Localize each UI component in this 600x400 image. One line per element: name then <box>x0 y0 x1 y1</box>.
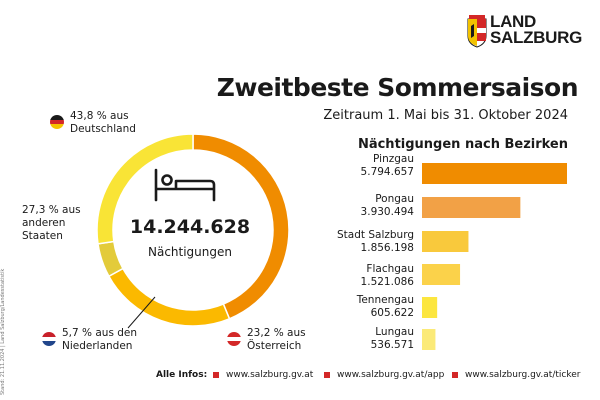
district-value: 3.930.494 <box>360 205 414 218</box>
bar-chart <box>422 163 567 350</box>
land-salzburg-logo: LAND SALZBURG <box>466 13 582 48</box>
legend-oesterreich-line1: 23,2 % aus <box>247 327 306 339</box>
bar-pinzgau <box>422 163 567 184</box>
footer-link-app[interactable]: www.salzburg.gv.at/app <box>324 370 444 380</box>
page-title: Zweitbeste Sommersaison <box>216 73 579 102</box>
district-value: 1.521.086 <box>360 275 414 288</box>
legend-niederlande-line1: 5,7 % aus den <box>62 327 138 339</box>
page-subtitle: Zeitraum 1. Mai bis 31. Oktober 2024 <box>323 108 568 123</box>
legend-niederlande-line2: Niederlanden <box>62 340 133 352</box>
legend-andere-staaten: 27,3 % aus anderen Staaten <box>22 204 81 243</box>
bullet-square-icon <box>324 372 330 378</box>
district-name: Pongau <box>375 193 414 205</box>
footer-link-app-text: www.salzburg.gv.at/app <box>337 370 445 380</box>
district-label-lungau: Lungau 536.571 <box>336 326 414 351</box>
legend-andere-line3: Staaten <box>22 230 63 242</box>
bed-icon <box>154 168 216 202</box>
total-nights-value: 14.244.628 <box>129 216 251 238</box>
district-name: Flachgau <box>366 263 414 275</box>
legend-andere-line2: anderen <box>22 217 66 229</box>
bar-flachgau <box>422 264 461 285</box>
bar-tennengau <box>422 297 438 318</box>
district-name: Tennengau <box>356 294 414 306</box>
bullet-square-icon <box>452 372 458 378</box>
legend-deutschland-line1: 43,8 % aus <box>70 110 129 122</box>
footer-link-website[interactable]: www.salzburg.gv.at <box>213 370 313 380</box>
total-nights-label: Nächtigungen <box>147 245 232 259</box>
district-label-stadt-salzburg: Stadt Salzburg 1.856.198 <box>336 229 414 254</box>
footer-link-ticker[interactable]: www.salzburg.gv.at/ticker <box>452 370 580 380</box>
footer-link-website-text: www.salzburg.gv.at <box>226 370 314 380</box>
austria-flag-icon <box>227 332 241 346</box>
district-label-flachgau: Flachgau 1.521.086 <box>336 263 414 288</box>
donut-slice-österreich <box>107 267 231 327</box>
bar-stadt-salzburg <box>422 231 469 252</box>
footer-link-ticker-text: www.salzburg.gv.at/ticker <box>465 370 581 380</box>
donut-chart <box>96 133 290 327</box>
district-name: Stadt Salzburg <box>337 229 414 241</box>
legend-deutschland-line2: Deutschland <box>70 123 136 135</box>
bar-pongau <box>422 197 521 218</box>
logo-text-line1: LAND <box>490 12 537 31</box>
bullet-square-icon <box>213 372 219 378</box>
legend-oesterreich-line2: Österreich <box>247 340 302 352</box>
district-value: 605.622 <box>370 306 414 319</box>
district-value: 5.794.657 <box>360 165 414 178</box>
germany-flag-icon <box>50 115 64 129</box>
district-name: Pinzgau <box>373 153 414 165</box>
coat-of-arms-icon <box>467 15 487 48</box>
donut-slice-anderen-staaten <box>96 133 194 245</box>
footer-label: Alle Infos: <box>156 370 208 380</box>
district-name: Lungau <box>375 326 414 338</box>
legend-andere-line1: 27,3 % aus <box>22 204 81 216</box>
bar-chart-title: Nächtigungen nach Bezirken <box>357 137 568 152</box>
district-label-pinzgau: Pinzgau 5.794.657 <box>336 153 414 178</box>
bar-lungau <box>422 329 436 350</box>
district-value: 536.571 <box>370 338 414 351</box>
niederlande-leader-line <box>127 296 156 329</box>
district-label-tennengau: Tennengau 605.622 <box>336 294 414 319</box>
netherlands-flag-icon <box>42 332 56 346</box>
district-label-pongau: Pongau 3.930.494 <box>336 193 414 218</box>
district-value: 1.856.198 <box>360 241 414 254</box>
logo-text-line2: SALZBURG <box>490 28 583 47</box>
